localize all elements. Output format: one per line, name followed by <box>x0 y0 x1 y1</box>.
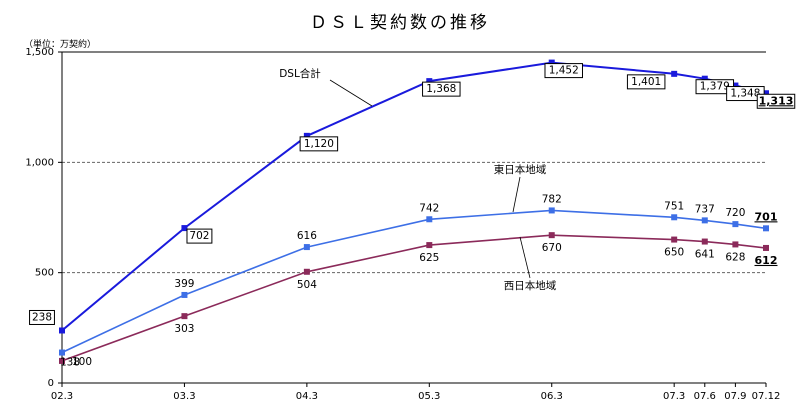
data-label: 625 <box>419 252 439 264</box>
data-label-box <box>422 81 461 97</box>
data-point <box>59 349 65 356</box>
series-line-0 <box>61 61 767 332</box>
data-point <box>732 221 739 228</box>
data-label: 1,452 <box>549 65 579 77</box>
data-point <box>548 232 555 239</box>
data-point <box>701 75 708 82</box>
y-tick-label: 0 <box>48 378 54 389</box>
data-point <box>763 90 769 97</box>
data-point <box>181 225 188 232</box>
unit-note: （単位：万契約） <box>24 38 96 50</box>
data-label: 100 <box>72 356 92 368</box>
data-label: 1,401 <box>631 76 661 88</box>
data-label: 1,348 <box>730 88 760 100</box>
data-label: 1,368 <box>426 83 456 95</box>
x-tick-label: 07.12 <box>752 391 781 402</box>
data-point <box>701 238 708 245</box>
data-point <box>671 214 678 221</box>
data-label: 1,120 <box>304 138 334 150</box>
series-line-1 <box>61 209 767 354</box>
leader-line <box>329 79 373 107</box>
data-label: 751 <box>664 200 684 212</box>
data-point <box>426 242 433 249</box>
data-point <box>303 244 310 251</box>
data-point <box>181 313 188 320</box>
data-label-box <box>299 136 339 152</box>
data-label: 720 <box>725 207 745 219</box>
data-label: 628 <box>725 251 745 263</box>
data-point <box>548 59 555 66</box>
data-label-box <box>544 63 583 79</box>
grid-layer <box>62 161 766 274</box>
chart-title: ＤＳＬ契約数の推移 <box>310 13 490 33</box>
data-point <box>426 78 433 85</box>
data-point <box>303 132 310 139</box>
data-label: 737 <box>695 203 715 215</box>
data-label: 782 <box>542 193 562 205</box>
data-label: 1,313 <box>759 94 794 107</box>
data-label: 612 <box>755 254 778 267</box>
y-tick-label: 1,500 <box>25 47 54 58</box>
series-name-label: 東日本地域 <box>494 163 547 176</box>
series-name-label: DSL合計 <box>279 67 321 80</box>
data-label: 1,379 <box>700 81 730 93</box>
data-label: 238 <box>32 311 52 323</box>
data-point <box>303 268 310 275</box>
x-tick-label: 06.3 <box>541 391 563 402</box>
x-tick-label: 05.3 <box>418 391 440 402</box>
data-label: 702 <box>189 230 209 242</box>
data-label: 138 <box>60 357 80 369</box>
data-label: 303 <box>174 323 194 335</box>
data-label-box <box>726 86 765 102</box>
x-tick-label: 04.3 <box>296 391 318 402</box>
data-label: 742 <box>419 202 439 214</box>
data-label: 399 <box>174 278 194 290</box>
x-tick-label: 07.6 <box>694 391 716 402</box>
data-label: 504 <box>297 279 317 291</box>
data-label-box <box>29 309 55 325</box>
data-point <box>59 327 65 334</box>
data-point <box>671 236 678 243</box>
data-label: 641 <box>695 249 715 261</box>
x-tick-label: 02.3 <box>51 391 73 402</box>
y-tick-label: 1,000 <box>25 157 54 168</box>
data-label-box <box>626 74 666 90</box>
data-point <box>701 217 708 224</box>
data-point <box>548 207 555 214</box>
y-tick-label: 500 <box>35 268 54 279</box>
data-label: 701 <box>755 210 778 223</box>
data-label: 670 <box>542 242 562 254</box>
data-point <box>426 216 433 223</box>
data-point <box>671 70 678 77</box>
data-point <box>763 244 769 251</box>
data-label-box <box>186 228 213 244</box>
series-layer <box>59 59 769 364</box>
data-point <box>59 357 65 364</box>
series-name-label: 西日本地域 <box>504 279 557 292</box>
data-label: 616 <box>297 230 317 242</box>
leader-line <box>519 236 531 279</box>
data-point <box>732 241 739 248</box>
series-line-2 <box>61 234 767 362</box>
data-label: 650 <box>664 247 684 259</box>
data-point <box>181 291 188 298</box>
data-point <box>732 82 739 89</box>
leader-line <box>512 176 521 213</box>
data-point <box>763 225 769 232</box>
labels-layer: 238 702 1,120 1,368 1,452 1,401 1,3791,3481,31… <box>29 63 796 369</box>
x-tick-label: 07.3 <box>663 391 685 402</box>
x-tick-label: 07.9 <box>724 391 746 402</box>
data-label-box <box>756 93 796 109</box>
x-tick-label: 03.3 <box>173 391 195 402</box>
